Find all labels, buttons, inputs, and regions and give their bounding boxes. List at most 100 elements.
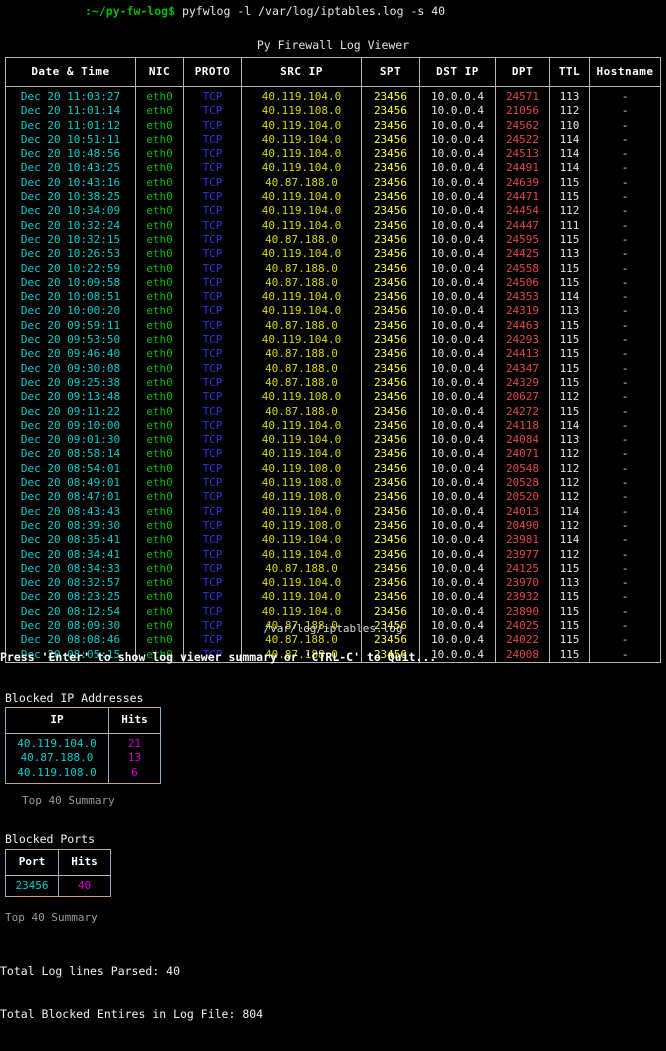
cell-date-time: Dec 20 10:48:56 bbox=[5, 147, 136, 162]
column-header-ip-hits: Hits bbox=[108, 707, 161, 734]
cell-ttl: 115 bbox=[549, 347, 590, 362]
table-row: Dec 20 10:32:24 eth0 TCP 40.119.104.0 23456 1… bbox=[5, 218, 661, 233]
cell-nic: eth0 bbox=[135, 375, 184, 391]
cell-date-time: Dec 20 08:58:14 bbox=[5, 447, 136, 462]
table-row: Dec 20 08:35:41 eth0 TCP 40.119.104.0 23456 1… bbox=[5, 533, 661, 548]
cell-blocked-ip-hits: 13 bbox=[108, 751, 161, 766]
cell-nic: eth0 bbox=[135, 204, 184, 219]
shell-prompt-path: :~/py-fw-log$ bbox=[85, 4, 176, 18]
cell-src-ip: 40.119.104.0 bbox=[241, 147, 362, 162]
cell-proto: TCP bbox=[183, 490, 242, 505]
cell-spt: 23456 bbox=[361, 647, 420, 663]
table-row: Dec 20 10:38:25 eth0 TCP 40.119.104.0 23456 1… bbox=[5, 190, 661, 205]
cell-ttl: 112 bbox=[549, 104, 590, 119]
cell-dst-ip: 10.0.0.4 bbox=[419, 290, 496, 305]
cell-ttl: 114 bbox=[549, 147, 590, 162]
cell-src-ip: 40.119.108.0 bbox=[241, 390, 362, 405]
cell-nic: eth0 bbox=[135, 361, 184, 376]
cell-ttl: 112 bbox=[549, 490, 590, 505]
cell-date-time: Dec 20 08:54:01 bbox=[5, 461, 136, 477]
page-title: Py Firewall Log Viewer bbox=[256, 38, 410, 52]
cell-ttl: 113 bbox=[549, 433, 590, 448]
cell-ttl: 115 bbox=[549, 375, 590, 391]
cell-spt: 23456 bbox=[361, 175, 420, 191]
cell-dst-ip: 10.0.0.4 bbox=[419, 204, 496, 219]
cell-dst-ip: 10.0.0.4 bbox=[419, 433, 496, 448]
cell-ttl: 114 bbox=[549, 533, 590, 548]
table-row: Dec 20 08:23:25 eth0 TCP 40.119.104.0 23456 1… bbox=[5, 590, 661, 605]
cell-proto: TCP bbox=[183, 461, 242, 477]
cell-dpt: 24125 bbox=[495, 561, 550, 577]
press-enter-hint: Press 'Enter' to show log viewer summary… bbox=[0, 650, 437, 664]
cell-ttl: 115 bbox=[549, 318, 590, 334]
cell-ttl: 115 bbox=[549, 633, 590, 648]
cell-ttl: 115 bbox=[549, 604, 590, 619]
cell-hostname: - bbox=[589, 347, 661, 362]
cell-dst-ip: 10.0.0.4 bbox=[419, 490, 496, 505]
cell-proto: TCP bbox=[183, 333, 242, 348]
cell-date-time: Dec 20 08:08:46 bbox=[5, 633, 136, 648]
cell-ttl: 112 bbox=[549, 547, 590, 562]
cell-dst-ip: 10.0.0.4 bbox=[419, 547, 496, 562]
cell-hostname: - bbox=[589, 504, 661, 519]
cell-date-time: Dec 20 10:22:59 bbox=[5, 261, 136, 276]
cell-dst-ip: 10.0.0.4 bbox=[419, 561, 496, 577]
cell-hostname: - bbox=[589, 261, 661, 276]
table-row: Dec 20 11:01:12 eth0 TCP 40.119.104.0 23456 1… bbox=[5, 118, 661, 133]
cell-date-time: Dec 20 09:25:38 bbox=[5, 375, 136, 391]
blocked-ports-table: Port Hits 23456 40 bbox=[5, 849, 111, 898]
cell-proto: TCP bbox=[183, 418, 242, 434]
cell-blocked-ip-hits: 21 bbox=[108, 733, 161, 752]
cell-ttl: 113 bbox=[549, 247, 590, 262]
blocked-ips-header-row: IP Hits bbox=[5, 707, 161, 734]
cell-dpt: 24118 bbox=[495, 418, 550, 434]
table-row: Dec 20 08:49:01 eth0 TCP 40.119.108.0 23456 1… bbox=[5, 476, 661, 491]
cell-spt: 23456 bbox=[361, 347, 420, 362]
cell-proto: TCP bbox=[183, 86, 242, 105]
cell-dpt: 24463 bbox=[495, 318, 550, 334]
table-row: Dec 20 08:32:57 eth0 TCP 40.119.104.0 23456 1… bbox=[5, 576, 661, 591]
blocked-ips-table-body: 40.119.104.0 21 40.87.188.0 13 40.119.108.0 6 bbox=[5, 733, 161, 784]
cell-ttl: 112 bbox=[549, 390, 590, 405]
cell-src-ip: 40.87.188.0 bbox=[241, 318, 362, 334]
cell-ttl: 115 bbox=[549, 175, 590, 191]
cell-dpt: 23981 bbox=[495, 533, 550, 548]
cell-blocked-ip-hits: 6 bbox=[108, 765, 161, 784]
cell-dst-ip: 10.0.0.4 bbox=[419, 418, 496, 434]
table-row: Dec 20 08:39:30 eth0 TCP 40.119.108.0 23456 1… bbox=[5, 518, 661, 534]
cell-dpt: 24562 bbox=[495, 118, 550, 133]
cell-src-ip: 40.119.104.0 bbox=[241, 118, 362, 133]
table-row: Dec 20 08:08:46 eth0 TCP 40.87.188.0 23456 10… bbox=[5, 633, 661, 648]
cell-proto: TCP bbox=[183, 247, 242, 262]
cell-hostname: - bbox=[589, 247, 661, 262]
cell-dpt: 20490 bbox=[495, 518, 550, 534]
cell-spt: 23456 bbox=[361, 304, 420, 319]
cell-nic: eth0 bbox=[135, 147, 184, 162]
cell-dpt: 24013 bbox=[495, 504, 550, 519]
cell-date-time: Dec 20 09:11:22 bbox=[5, 404, 136, 419]
cell-hostname: - bbox=[589, 461, 661, 477]
table-row: Dec 20 08:05:15 eth0 TCP 40.87.188.0 23456 10… bbox=[5, 647, 661, 663]
cell-ttl: 115 bbox=[549, 361, 590, 376]
cell-proto: TCP bbox=[183, 390, 242, 405]
table-row: Dec 20 09:11:22 eth0 TCP 40.87.188.0 23456 10… bbox=[5, 404, 661, 419]
cell-ttl: 110 bbox=[549, 118, 590, 133]
cell-proto: TCP bbox=[183, 175, 242, 191]
cell-src-ip: 40.119.104.0 bbox=[241, 190, 362, 205]
cell-dst-ip: 10.0.0.4 bbox=[419, 347, 496, 362]
column-header-src-ip: SRC IP bbox=[241, 57, 362, 87]
cell-src-ip: 40.119.104.0 bbox=[241, 576, 362, 591]
cell-dst-ip: 10.0.0.4 bbox=[419, 247, 496, 262]
cell-spt: 23456 bbox=[361, 333, 420, 348]
cell-spt: 23456 bbox=[361, 533, 420, 548]
cell-dst-ip: 10.0.0.4 bbox=[419, 390, 496, 405]
table-row: Dec 20 08:54:01 eth0 TCP 40.119.108.0 23456 1… bbox=[5, 461, 661, 477]
cell-proto: TCP bbox=[183, 290, 242, 305]
cell-nic: eth0 bbox=[135, 247, 184, 262]
table-row: Dec 20 09:25:38 eth0 TCP 40.87.188.0 23456 10… bbox=[5, 375, 661, 391]
cell-ttl: 115 bbox=[549, 190, 590, 205]
cell-dpt: 24008 bbox=[495, 647, 550, 663]
cell-hostname: - bbox=[589, 232, 661, 248]
cell-hostname: - bbox=[589, 204, 661, 219]
cell-dpt: 24454 bbox=[495, 204, 550, 219]
